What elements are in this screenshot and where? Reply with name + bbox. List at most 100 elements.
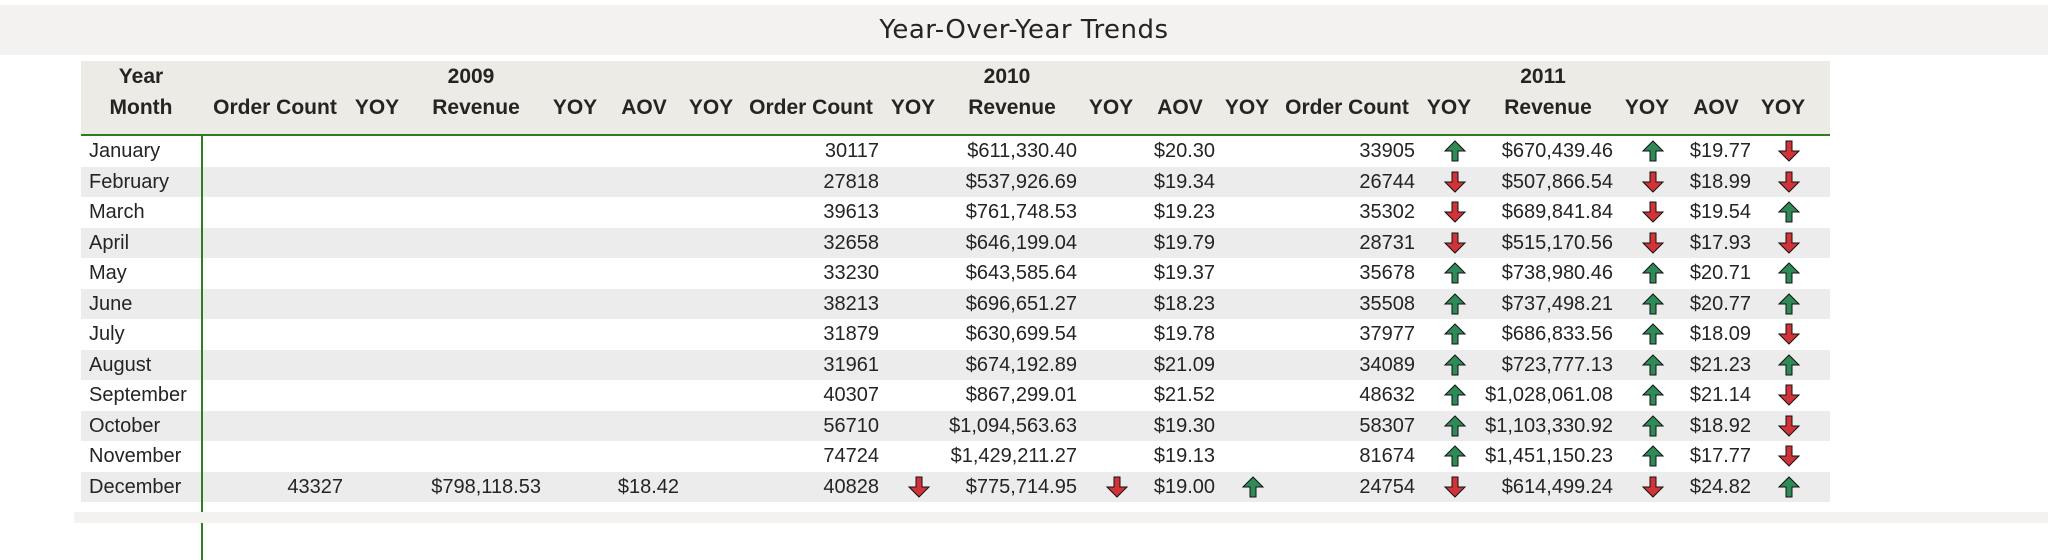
- table-row[interactable]: July 31879 $630,699.54 $19.78 37977 $686,833.…: [81, 319, 1830, 350]
- table-row[interactable]: January 30117 $611,330.40 $20.30 33905 $670,4…: [81, 136, 1830, 167]
- column-header-revenue-2009[interactable]: Revenue: [432, 96, 520, 119]
- column-header-order-count-2009[interactable]: Order Count: [213, 96, 337, 119]
- column-header-yoy-2010[interactable]: YOY: [1224, 96, 1270, 119]
- column-header-order-count-2011[interactable]: Order Count: [1285, 96, 1409, 119]
- table-row[interactable]: February 27818 $537,926.69 $19.34 26744 $507,…: [81, 166, 1830, 198]
- yoy-indicator: [1759, 136, 1815, 167]
- arrow-up-icon: [1777, 262, 1801, 284]
- column-header-yoy-2011[interactable]: YOY: [1760, 96, 1806, 119]
- table-row[interactable]: April 32658 $646,199.04 $19.79 28731 $515,170…: [81, 227, 1830, 259]
- aov-cell: $19.00: [1153, 475, 1215, 498]
- column-header-aov-2009[interactable]: AOV: [621, 96, 667, 119]
- arrow-up-icon: [1443, 414, 1467, 436]
- yoy-indicator: [1423, 228, 1483, 259]
- yoy-indicator: [1621, 472, 1681, 503]
- yoy-indicator: [1759, 167, 1815, 198]
- revenue-cell: $686,833.56: [1501, 323, 1613, 345]
- revenue-cell: $1,094,563.63: [949, 414, 1077, 437]
- column-header-revenue-2010[interactable]: Revenue: [968, 96, 1056, 119]
- year-header-2011[interactable]: 2011: [1520, 65, 1566, 88]
- table-row[interactable]: June 38213 $696,651.27 $18.23 35508 $737,498.…: [81, 288, 1830, 320]
- header-divider: [81, 134, 1830, 136]
- table-row[interactable]: March 39613 $761,748.53 $19.23 35302 $689,841…: [81, 197, 1830, 228]
- column-header-yoy-2009[interactable]: YOY: [354, 96, 400, 119]
- arrow-down-icon: [1443, 476, 1467, 498]
- yoy-indicator: [1423, 197, 1483, 228]
- yoy-indicator: [1423, 380, 1483, 411]
- arrow-down-icon: [1641, 201, 1665, 223]
- column-header-yoy-2010[interactable]: YOY: [1088, 96, 1134, 119]
- table-row[interactable]: December 43327 $798,118.53 $18.42 40828 $775,…: [81, 471, 1830, 503]
- table-row[interactable]: May 33230 $643,585.64 $19.37 35678 $738,980.4…: [81, 258, 1830, 289]
- revenue-cell: $798,118.53: [431, 475, 541, 498]
- order-count-cell: 24754: [1359, 475, 1415, 498]
- arrow-up-icon: [1641, 414, 1665, 436]
- yoy-indicator: [1621, 380, 1681, 411]
- aov-cell: $20.30: [1153, 140, 1215, 162]
- arrow-down-icon: [1777, 384, 1801, 406]
- table-row[interactable]: August 31961 $674,192.89 $21.09 34089 $723,77…: [81, 349, 1830, 380]
- column-header-yoy-2011[interactable]: YOY: [1426, 96, 1472, 119]
- aov-cell: $19.78: [1153, 323, 1215, 345]
- row-header-month: March: [89, 201, 145, 223]
- aov-cell: $19.30: [1153, 414, 1215, 437]
- yoy-indicator: [1423, 258, 1483, 289]
- year-header-2009[interactable]: 2009: [447, 65, 495, 88]
- arrow-up-icon: [1641, 292, 1665, 314]
- arrow-up-icon: [1443, 140, 1467, 162]
- revenue-cell: $646,199.04: [965, 231, 1077, 254]
- yoy-indicator: [1621, 197, 1681, 228]
- order-count-cell: 33905: [1359, 140, 1415, 162]
- yoy-indicator: [1621, 319, 1681, 350]
- arrow-down-icon: [1777, 140, 1801, 162]
- table-row[interactable]: September 40307 $867,299.01 $21.52 48632 $1,0…: [81, 380, 1830, 411]
- yoy-indicator: [1759, 472, 1815, 503]
- order-count-cell: 56710: [823, 414, 879, 437]
- column-header-aov-2010[interactable]: AOV: [1157, 96, 1203, 119]
- order-count-cell: 37977: [1359, 323, 1415, 345]
- column-header-revenue-2011[interactable]: Revenue: [1504, 96, 1592, 119]
- revenue-cell: $1,028,061.08: [1485, 384, 1613, 406]
- order-count-cell: 43327: [287, 475, 343, 498]
- arrow-down-icon: [907, 476, 931, 498]
- yoy-indicator: [1621, 258, 1681, 289]
- order-count-cell: 38213: [823, 292, 879, 315]
- row-header-month: January: [89, 140, 161, 162]
- revenue-cell: $1,451,150.23: [1485, 445, 1613, 467]
- aov-cell: $17.93: [1689, 231, 1751, 254]
- column-header-yoy-2009[interactable]: YOY: [688, 96, 734, 119]
- yoy-indicator: [1423, 319, 1483, 350]
- year-header-2010[interactable]: 2010: [983, 65, 1031, 88]
- arrow-down-icon: [1777, 323, 1801, 345]
- yoy-indicator: [1423, 472, 1483, 503]
- table-row[interactable]: November 74724 $1,429,211.27 $19.13 81674 $1,…: [81, 441, 1830, 472]
- revenue-cell: $674,192.89: [965, 353, 1077, 376]
- bottom-strip: [0, 512, 2048, 523]
- column-header-yoy-2010[interactable]: YOY: [890, 96, 936, 119]
- aov-cell: $19.34: [1153, 170, 1215, 193]
- table-row[interactable]: October 56710 $1,094,563.63 $19.30 58307 $1,1…: [81, 410, 1830, 441]
- arrow-up-icon: [1443, 445, 1467, 467]
- aov-cell: $18.92: [1689, 414, 1751, 437]
- yoy-indicator: [1621, 289, 1681, 320]
- row-header-month: September: [89, 384, 187, 406]
- revenue-cell: $643,585.64: [965, 262, 1077, 284]
- column-header-yoy-2009[interactable]: YOY: [552, 96, 598, 119]
- column-header-yoy-2011[interactable]: YOY: [1624, 96, 1670, 119]
- yoy-indicator: [1621, 441, 1681, 472]
- arrow-up-icon: [1777, 201, 1801, 223]
- yoy-indicator: [1423, 289, 1483, 320]
- order-count-cell: 39613: [823, 201, 879, 223]
- row-header-month-label: Month: [109, 96, 173, 119]
- column-header-order-count-2010[interactable]: Order Count: [749, 96, 873, 119]
- yoy-indicator: [887, 472, 947, 503]
- revenue-cell: $738,980.46: [1501, 262, 1613, 284]
- column-header-aov-2011[interactable]: AOV: [1693, 96, 1739, 119]
- order-count-cell: 26744: [1359, 170, 1415, 193]
- aov-cell: $18.99: [1689, 170, 1751, 193]
- order-count-cell: 35302: [1359, 201, 1415, 223]
- arrow-up-icon: [1641, 384, 1665, 406]
- aov-cell: $19.37: [1153, 262, 1215, 284]
- row-header-month: December: [89, 475, 182, 498]
- order-count-cell: 35508: [1359, 292, 1415, 315]
